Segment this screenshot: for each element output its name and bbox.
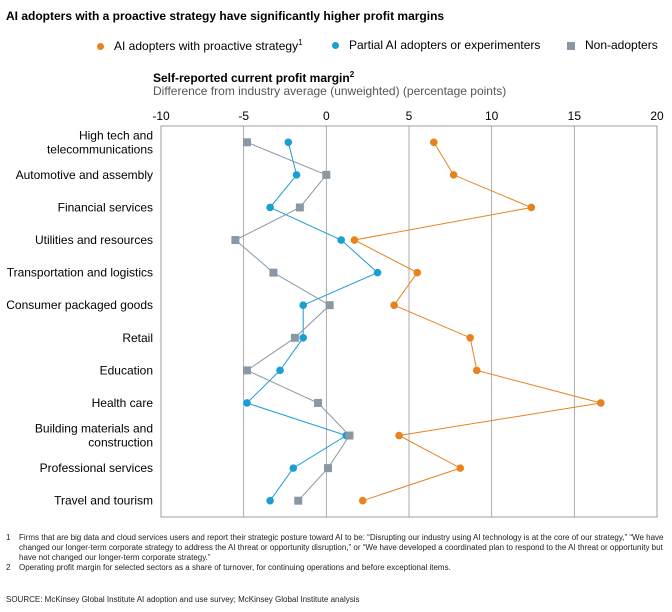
x-tick-label: 20 (650, 109, 664, 123)
legend-footnote-ref: 1 (298, 38, 303, 47)
measure-title-text: Self-reported current profit margin (153, 71, 350, 85)
proactive-point (472, 366, 481, 375)
measure-footnote-ref: 2 (349, 70, 355, 79)
category-label: High tech and (79, 128, 153, 142)
footnote-1-text: Firms that are big data and cloud servic… (19, 533, 664, 562)
x-tick-label: 15 (568, 109, 582, 123)
category-label: construction (88, 436, 153, 450)
partial-point (299, 301, 307, 310)
partial-point (373, 268, 382, 277)
partial-point (289, 464, 298, 472)
proactive-point (430, 138, 438, 147)
partial-point (292, 171, 301, 179)
partial-point (337, 236, 346, 244)
series-line-1 (246, 142, 379, 501)
non-adopters-point (231, 236, 240, 245)
category-label: Utilities and resources (35, 233, 153, 247)
proactive-point (449, 171, 458, 179)
partial-point (276, 366, 284, 375)
series-points (231, 138, 605, 505)
category-label: Building materials and (35, 422, 153, 436)
footnote-2-text: Operating profit margin for selected sec… (19, 563, 451, 572)
footnotes: 1 Firms that are big data and cloud servi… (6, 533, 666, 573)
non-adopters-point (323, 464, 332, 473)
category-label: Education (100, 363, 153, 377)
proactive-point (596, 399, 605, 407)
category-label: Automotive and assembly (16, 168, 153, 182)
proactive-point (358, 496, 367, 505)
non-adopters-point (294, 496, 303, 505)
non-adopters-point (295, 203, 304, 212)
partial-point (299, 333, 307, 342)
legend: AI adopters with proactive strategy1 Par… (0, 38, 672, 54)
proactive-point (456, 464, 465, 472)
profit-margin-chart: -10 -5 0 5 10 15 20 High tech andtelecommunica… (6, 109, 664, 518)
proactive-point (390, 301, 398, 310)
legend-label-partial: Partial AI adopters or experimenters (349, 38, 541, 52)
proactive-point (395, 431, 403, 440)
source-note: SOURCE: McKinsey Global Institute AI ado… (6, 595, 360, 604)
non-adopters-point (269, 268, 278, 277)
partial-point (243, 399, 251, 407)
footnote-1: 1 Firms that are big data and cloud servi… (6, 533, 666, 563)
non-adopters-point (314, 398, 323, 407)
measure-title: Self-reported current profit margin2 (153, 70, 354, 85)
x-tick-label: -10 (152, 109, 170, 123)
legend-item-proactive: AI adopters with proactive strategy1 (97, 38, 303, 53)
series-line-0 (352, 142, 601, 502)
legend-item-non-adopters: Non-adopters (567, 38, 658, 52)
x-tick-label: 5 (406, 109, 413, 123)
proactive-point (466, 333, 474, 342)
footnote-2-number: 2 (6, 563, 11, 572)
category-label: Retail (122, 331, 153, 345)
series-lines (234, 141, 601, 502)
proactive-point (350, 236, 359, 244)
legend-item-partial: Partial AI adopters or experimenters (332, 38, 540, 52)
x-tick-label: 0 (323, 109, 330, 123)
footnote-1-number: 1 (6, 533, 11, 542)
series-line-2 (234, 141, 351, 502)
orange-circle-icon (97, 43, 104, 51)
legend-label-non-adopters: Non-adopters (585, 38, 658, 52)
blue-circle-icon (332, 42, 339, 50)
category-label: Consumer packaged goods (6, 298, 153, 312)
gridlines (243, 126, 575, 517)
non-adopters-point (242, 366, 251, 375)
x-tick-label: -5 (238, 109, 249, 123)
category-label: Health care (92, 396, 154, 410)
partial-point (284, 138, 293, 147)
non-adopters-point (345, 431, 354, 440)
proactive-point (527, 203, 536, 212)
legend-label-proactive: AI adopters with proactive strategy (114, 39, 299, 53)
category-label: Financial services (58, 200, 153, 214)
non-adopters-point (322, 170, 331, 179)
non-adopters-point (325, 301, 334, 310)
partial-point (266, 203, 274, 212)
chart-title: AI adopters with a proactive strategy ha… (6, 9, 445, 23)
non-adopters-point (242, 138, 251, 147)
footnote-2: 2 Operating profit margin for selected se… (6, 563, 666, 573)
category-label: Travel and tourism (54, 494, 153, 508)
x-tick-label: 10 (485, 109, 499, 123)
partial-point (266, 496, 274, 505)
x-axis-tick-labels: -10 -5 0 5 10 15 20 (152, 109, 664, 123)
category-label: Professional services (40, 461, 153, 475)
category-label: telecommunications (47, 142, 153, 156)
proactive-point (413, 268, 422, 277)
gray-square-icon (567, 41, 575, 50)
non-adopters-point (290, 333, 299, 342)
measure-subtitle: Difference from industry average (unweig… (153, 84, 507, 98)
category-label: Transportation and logistics (7, 266, 153, 280)
